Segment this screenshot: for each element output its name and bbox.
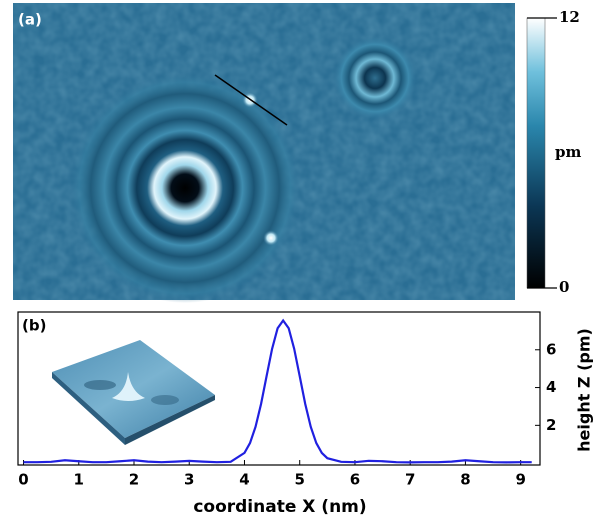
colorbar-tick-label: 12: [559, 8, 580, 26]
y-tick-label: 2: [546, 416, 556, 434]
y-tick-label: 4: [546, 378, 556, 396]
x-tick-label: 3: [184, 471, 194, 489]
adatom: [263, 230, 279, 246]
panel-label: (a): [18, 11, 42, 29]
surface-shade: [84, 380, 116, 390]
colorbar-label: pm: [555, 143, 581, 161]
x-tick-label: 5: [294, 471, 304, 489]
x-axis-label: coordinate X (nm): [193, 497, 366, 517]
x-tick-label: 4: [239, 471, 249, 489]
x-tick-label: 1: [74, 471, 84, 489]
stm-image: [13, 3, 515, 303]
surface-shade: [151, 395, 179, 405]
x-tick-label: 7: [405, 471, 415, 489]
colorbar: [527, 18, 545, 288]
x-tick-label: 0: [18, 471, 28, 489]
ring-pattern: [333, 36, 417, 120]
x-tick-label: 2: [129, 471, 139, 489]
colorbar-tick-label: 0: [559, 278, 569, 296]
x-tick-label: 9: [515, 471, 525, 489]
figure: (a) pm (b) coordinate X (nm) height Z (p…: [0, 0, 603, 520]
ring-pattern: [70, 73, 300, 303]
y-axis-label: height Z (pm): [575, 328, 594, 452]
panel-label: (b): [22, 317, 46, 335]
x-tick-label: 8: [460, 471, 470, 489]
y-tick-label: 6: [546, 340, 556, 358]
x-tick-label: 6: [350, 471, 360, 489]
